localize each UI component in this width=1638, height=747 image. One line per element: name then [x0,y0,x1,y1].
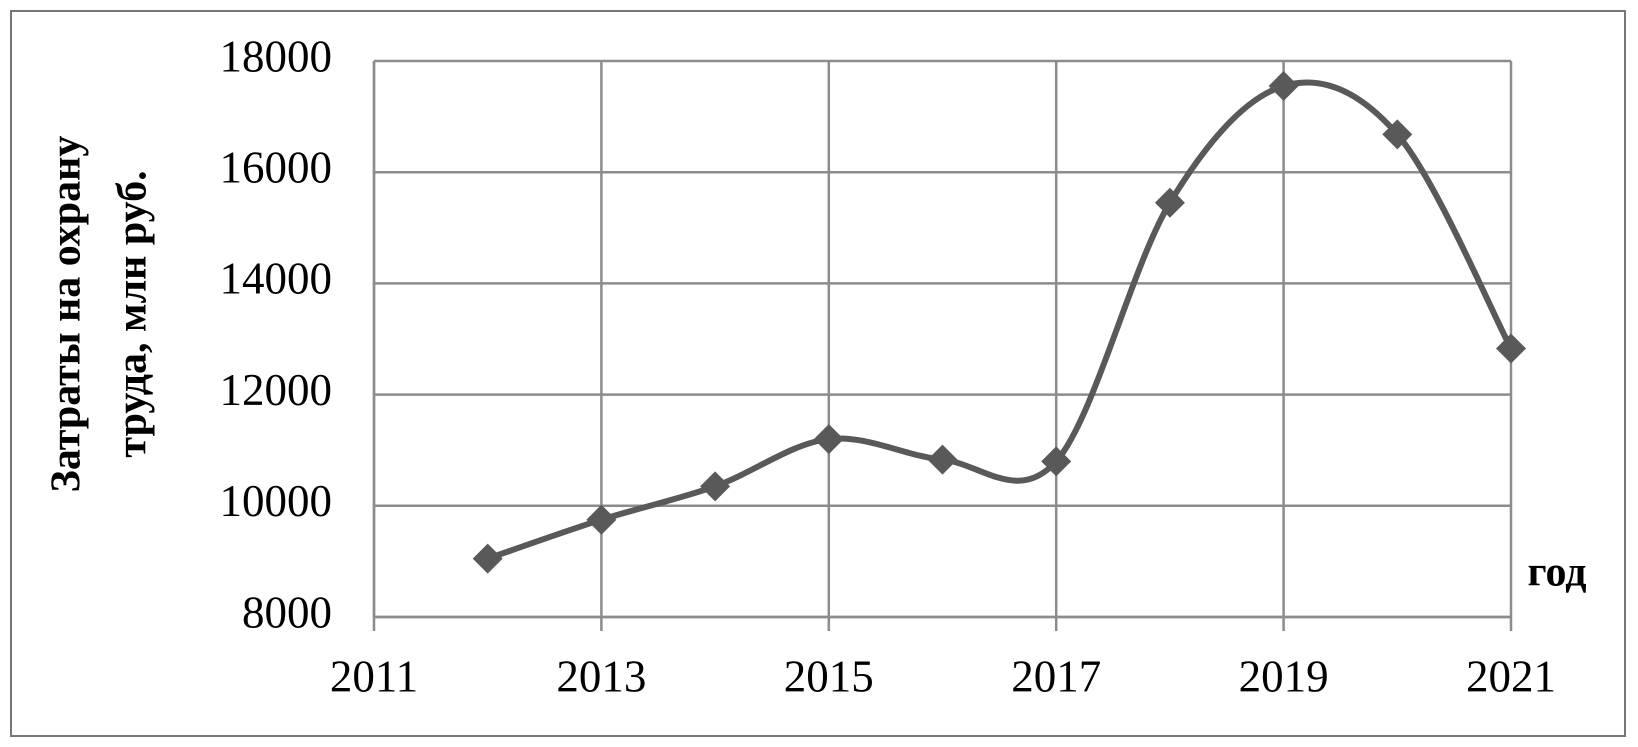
marker [472,543,503,574]
marker [1382,119,1413,150]
y-tick-label: 10000 [220,476,333,526]
chart-frame [10,10,1626,737]
marker [1496,333,1526,364]
marker [586,504,617,535]
y-tick-label: 16000 [220,143,333,193]
marker [700,471,731,502]
y-label-line: Затраты на охрану [44,136,90,493]
line [486,79,1514,562]
x-tick-label: 2017 [1011,651,1101,701]
y-axis-label: Затраты на охрану труда, млн руб. [44,136,156,493]
y-label-line: труда, млн руб. [110,170,156,457]
y-tick-label: 8000 [242,587,332,637]
marker [1041,446,1072,477]
x-tick-label: 2021 [1466,651,1556,701]
y-tick-label: 18000 [220,31,333,81]
x-axis-label: год [1527,550,1586,596]
x-tick-label: 2013 [556,651,646,701]
marker [813,424,844,455]
x-tick-label: 2019 [1239,651,1329,701]
x-tick-label: 2011 [330,651,418,701]
y-tick-label: 12000 [220,365,333,415]
x-tick-label: 2015 [784,651,874,701]
y-tick-label: 14000 [220,254,333,304]
marker [1154,187,1185,218]
marker [1268,71,1299,102]
marker [927,444,958,475]
